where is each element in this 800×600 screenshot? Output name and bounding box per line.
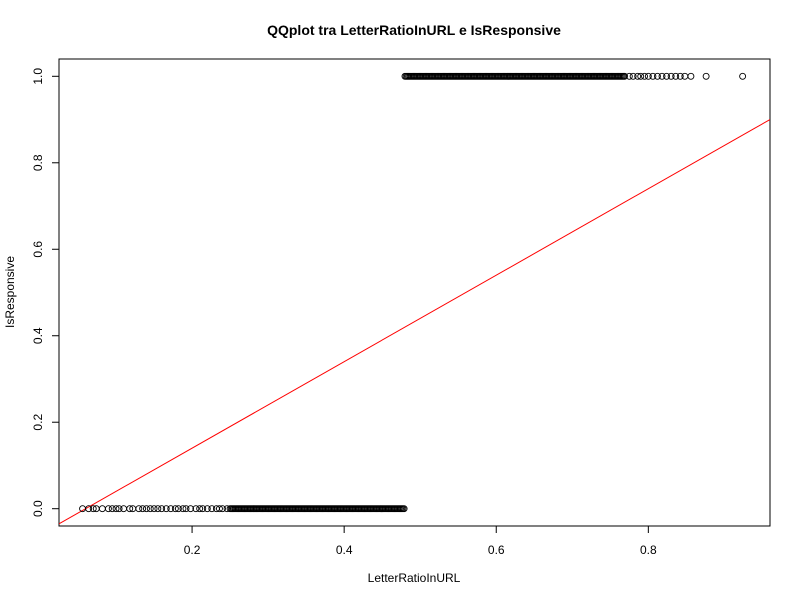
x-tick-label: 0.6 (488, 543, 505, 557)
data-point (634, 72, 642, 80)
y-tick-label: 0.6 (31, 241, 45, 258)
data-point (158, 505, 166, 513)
data-point (120, 505, 128, 513)
data-point (199, 505, 207, 513)
data-point (216, 505, 223, 513)
data-point (150, 505, 158, 513)
x-axis: 0.2 0.4 0.6 0.8 (184, 525, 657, 557)
data-point (621, 72, 629, 80)
data-point (142, 505, 150, 513)
data-point (108, 505, 116, 513)
x-axis-label: LetterRatioInURL (368, 571, 461, 585)
data-point (676, 72, 684, 80)
data-point (154, 505, 162, 513)
data-point (179, 505, 187, 513)
data-point (637, 72, 645, 80)
y-tick-label: 0.0 (31, 500, 45, 517)
data-point (663, 72, 671, 80)
data-point (139, 505, 147, 513)
data-point (739, 72, 747, 80)
points-layer (79, 72, 747, 513)
data-point (182, 505, 190, 513)
data-point (135, 505, 143, 513)
y-tick-label: 1.0 (31, 68, 45, 85)
data-point (187, 505, 195, 513)
data-point (219, 505, 226, 513)
data-point (400, 505, 408, 513)
data-point (162, 505, 170, 513)
data-point (196, 505, 204, 513)
data-point (644, 72, 652, 80)
data-point (112, 505, 120, 513)
data-point (223, 505, 231, 513)
y-tick-label: 0.2 (31, 414, 45, 431)
data-point (192, 505, 200, 513)
data-point (649, 72, 657, 80)
data-point (658, 72, 666, 80)
data-point (146, 505, 154, 513)
data-point (654, 72, 661, 80)
chart-title: QQplot tra LetterRatioInURL e IsResponsi… (267, 22, 561, 38)
reference-line (59, 119, 770, 525)
y-axis-label: IsResponsive (3, 256, 17, 328)
data-point (104, 505, 112, 513)
data-point (641, 72, 648, 80)
data-point (126, 505, 134, 513)
y-tick-label: 0.8 (31, 154, 45, 171)
data-point (115, 505, 123, 513)
data-point (203, 505, 211, 513)
data-point (171, 505, 179, 513)
data-point (85, 505, 93, 513)
y-axis: 0.0 0.2 0.4 0.6 0.8 1.0 (31, 68, 60, 517)
data-point (167, 505, 175, 513)
data-point (681, 72, 689, 80)
x-tick-label: 0.2 (184, 543, 201, 557)
data-point (208, 505, 216, 513)
data-point (89, 505, 97, 513)
plot-frame (58, 58, 771, 527)
data-point (702, 72, 710, 80)
data-point (672, 72, 680, 80)
reference-line-layer (59, 119, 770, 525)
x-tick-label: 0.4 (336, 543, 353, 557)
data-point (625, 72, 633, 80)
data-point (98, 505, 106, 513)
data-point (687, 72, 695, 80)
data-point (174, 505, 182, 513)
data-point (629, 72, 637, 80)
data-point (667, 72, 675, 80)
x-tick-label: 0.8 (640, 543, 657, 557)
y-tick-label: 0.4 (31, 327, 45, 344)
